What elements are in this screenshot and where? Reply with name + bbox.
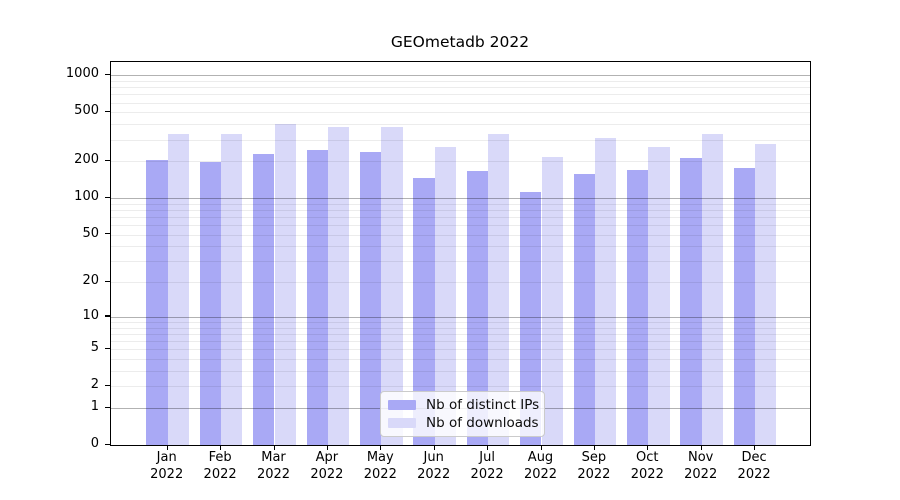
y-tick-200 <box>105 159 110 161</box>
legend: Nb of distinct IPs Nb of downloads <box>380 391 545 437</box>
legend-label-distinct-ips: Nb of distinct IPs <box>426 397 540 413</box>
bar-distinct-ips-jan <box>146 159 168 446</box>
bar-distinct-ips-jun <box>413 178 435 446</box>
x-tick-label-jan: Jan 2022 <box>150 450 184 482</box>
y-tick-5 <box>105 347 110 350</box>
plot-area <box>110 61 811 446</box>
y-tick-10 <box>105 315 110 317</box>
y-tick-label-0: 0 <box>90 436 99 452</box>
y-tick-label-200: 200 <box>74 152 99 168</box>
y-tick-100 <box>105 196 110 198</box>
y-tick-1000 <box>105 73 110 75</box>
x-tick-jun <box>433 445 435 450</box>
bar-downloads-feb <box>221 133 243 446</box>
bar-distinct-ips-may <box>359 152 382 446</box>
x-tick-label-may: May 2022 <box>363 450 397 482</box>
x-tick-label-mar: Mar 2022 <box>256 450 291 482</box>
bar-downloads-dec <box>755 144 777 446</box>
y-tick-label-50: 50 <box>82 225 99 241</box>
bar-downloads-apr <box>327 127 350 446</box>
bar-distinct-ips-feb <box>199 162 222 446</box>
y-tick-label-10: 10 <box>82 307 99 323</box>
x-tick-dec <box>754 445 756 450</box>
x-tick-label-jun: Jun 2022 <box>417 450 451 482</box>
x-tick-label-oct: Oct 2022 <box>630 450 664 482</box>
y-tick-label-1: 1 <box>90 399 99 415</box>
x-tick-aug <box>540 445 542 450</box>
bar-downloads-jun <box>434 147 457 446</box>
x-tick-sep <box>593 445 596 450</box>
bar-downloads-mar <box>274 124 296 446</box>
y-tick-label-1000: 1000 <box>65 66 99 82</box>
y-tick-label-500: 500 <box>74 103 99 119</box>
x-tick-label-feb: Feb 2022 <box>203 450 237 482</box>
y-tick-0 <box>105 443 110 445</box>
bar-downloads-sep <box>594 137 617 446</box>
bar-downloads-oct <box>648 147 670 446</box>
legend-swatch-1 <box>388 417 416 429</box>
legend-swatch-0 <box>388 399 416 411</box>
x-tick-apr <box>326 445 329 450</box>
bar-distinct-ips-sep <box>573 174 595 446</box>
y-tick-label-5: 5 <box>90 340 99 356</box>
x-tick-feb <box>220 445 222 450</box>
bar-distinct-ips-jul <box>466 171 489 446</box>
bar-distinct-ips-mar <box>253 154 275 446</box>
bar-distinct-ips-aug <box>520 192 542 446</box>
y-tick-label-100: 100 <box>74 189 99 205</box>
bar-distinct-ips-oct <box>626 170 649 446</box>
y-tick-500 <box>105 110 110 113</box>
bar-distinct-ips-nov <box>680 158 702 446</box>
x-tick-label-sep: Sep 2022 <box>577 450 611 482</box>
y-tick-label-2: 2 <box>90 377 99 393</box>
x-tick-label-aug: Aug 2022 <box>523 450 558 482</box>
y-tick-20 <box>105 280 110 282</box>
x-tick-nov <box>700 445 702 450</box>
bar-downloads-aug <box>541 157 563 446</box>
x-tick-may <box>380 445 382 450</box>
bar-downloads-jan <box>167 133 190 446</box>
bar-downloads-nov <box>701 134 724 446</box>
x-tick-label-jul: Jul 2022 <box>470 450 504 482</box>
x-tick-oct <box>647 445 649 450</box>
legend-label-downloads: Nb of downloads <box>426 415 539 431</box>
x-tick-jul <box>487 445 489 450</box>
bar-downloads-jul <box>488 134 510 446</box>
chart-title: GEOmetadb 2022 <box>390 33 530 51</box>
legend-item-downloads: Nb of downloads <box>388 415 539 431</box>
bars-layer <box>111 62 810 446</box>
y-tick-1 <box>105 406 110 408</box>
x-tick-mar <box>273 445 275 450</box>
x-tick-label-nov: Nov 2022 <box>684 450 718 482</box>
bar-downloads-may <box>381 127 403 446</box>
x-tick-jan <box>166 445 168 450</box>
y-tick-50 <box>105 233 110 235</box>
bar-distinct-ips-dec <box>733 168 756 446</box>
y-tick-2 <box>105 384 110 387</box>
y-tick-label-20: 20 <box>82 273 99 289</box>
bar-distinct-ips-apr <box>306 150 328 446</box>
x-tick-label-dec: Dec 2022 <box>737 450 771 482</box>
x-tick-label-apr: Apr 2022 <box>310 450 344 482</box>
legend-item-distinct-ips: Nb of distinct IPs <box>388 397 540 413</box>
